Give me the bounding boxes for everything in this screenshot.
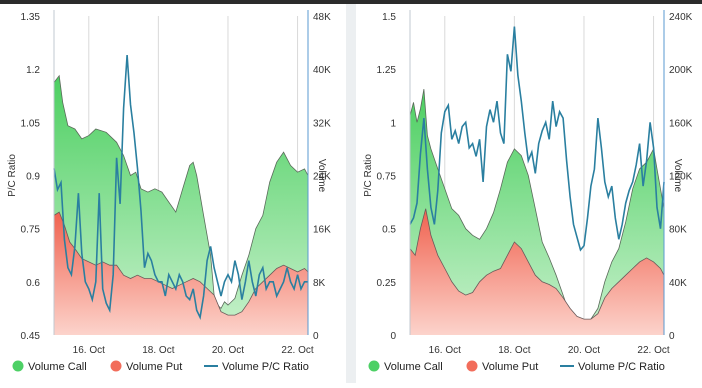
right-y-tick-label: 160K bbox=[669, 118, 693, 129]
line-volume-pc-ratio bbox=[53, 54, 308, 320]
right-y-tick-label: 40K bbox=[669, 278, 687, 289]
x-tick-label: 18. Oct bbox=[498, 345, 530, 356]
x-tick-label: 22. Oct bbox=[281, 345, 313, 356]
legend-label: Volume Call bbox=[28, 361, 87, 373]
legend-marker-call bbox=[368, 360, 380, 372]
left-y-tick-label: 0.75 bbox=[377, 172, 397, 183]
legend-item-volume-put: Volume Put bbox=[466, 360, 538, 373]
area-volume-put bbox=[410, 208, 664, 335]
left-y-tick-label: 0.25 bbox=[377, 278, 397, 289]
right-y-tick-label: 120K bbox=[669, 172, 693, 183]
left-axis-title: P/C Ratio bbox=[363, 154, 374, 197]
left-y-tick-labels: 1.35 1.2 1.05 0.9 0.75 0.6 0.45 bbox=[21, 12, 41, 342]
left-y-tick-labels: 1.5 1.25 1 0.75 0.5 0.25 0 bbox=[377, 12, 397, 342]
right-y-tick-labels: 240K 200K 160K 120K 80K 40K 0 bbox=[669, 12, 693, 342]
line-volume-put bbox=[409, 208, 665, 320]
legend-label: Volume Put bbox=[482, 361, 538, 373]
legend-item-volume-put: Volume Put bbox=[110, 360, 182, 373]
legend-item-volume-call: Volume Call bbox=[368, 360, 443, 373]
left-y-tick-label: 1.35 bbox=[21, 12, 41, 23]
left-chart-panel: 1.35 1.2 1.05 0.9 0.75 0.6 0.45 48K 40K 32K 24K 16K… bbox=[0, 4, 346, 383]
right-y-tick-labels: 48K 40K 32K 24K 16K 8K 0 bbox=[313, 12, 331, 342]
legend-marker-call bbox=[12, 360, 24, 372]
legend-marker-put bbox=[466, 360, 478, 372]
legend: Volume Call Volume Put Volume P/C Ratio bbox=[368, 360, 665, 373]
line-volume-pc-ratio bbox=[409, 26, 665, 252]
right-y-tick-label: 80K bbox=[669, 225, 687, 236]
x-tick-label: 16. Oct bbox=[429, 345, 461, 356]
left-y-tick-label: 0.5 bbox=[382, 225, 396, 236]
legend-label: Volume P/C Ratio bbox=[578, 361, 665, 373]
left-y-tick-label: 1.25 bbox=[377, 65, 397, 76]
panel-divider bbox=[346, 4, 356, 383]
left-axis-title: P/C Ratio bbox=[7, 154, 18, 197]
left-y-tick-label: 0.6 bbox=[26, 278, 40, 289]
area-volume-call bbox=[410, 89, 664, 335]
right-y-tick-label: 8K bbox=[313, 278, 326, 289]
line-volume-put bbox=[53, 211, 309, 316]
left-y-tick-label: 1.5 bbox=[382, 12, 396, 23]
right-y-tick-label: 48K bbox=[313, 12, 331, 23]
top-border bbox=[0, 0, 702, 4]
x-tick-label: 20. Oct bbox=[212, 345, 244, 356]
legend-label: Volume Put bbox=[126, 361, 182, 373]
chart-left: 1.35 1.2 1.05 0.9 0.75 0.6 0.45 48K 40K 32K 24K 16K… bbox=[7, 10, 331, 373]
x-tick-label: 22. Oct bbox=[637, 345, 669, 356]
legend-marker-put bbox=[110, 360, 122, 372]
line-volume-call bbox=[409, 89, 665, 325]
legend-item-volume-pc-ratio: Volume P/C Ratio bbox=[204, 361, 309, 373]
legend-item-volume-call: Volume Call bbox=[12, 360, 87, 373]
right-axis-title: Volume bbox=[316, 159, 327, 193]
left-y-tick-label: 1.2 bbox=[26, 65, 40, 76]
right-y-tick-label: 240K bbox=[669, 12, 693, 23]
line-volume-call bbox=[53, 74, 309, 310]
right-y-tick-label: 40K bbox=[313, 65, 331, 76]
series-group bbox=[53, 54, 309, 336]
series-group bbox=[409, 26, 665, 335]
area-volume-put bbox=[54, 212, 308, 335]
right-chart-panel: 1.5 1.25 1 0.75 0.5 0.25 0 240K 200K 160K 120K 80K 4… bbox=[356, 4, 702, 383]
x-tick-labels: 16. Oct 18. Oct 20. Oct 22. Oct bbox=[429, 345, 670, 356]
left-y-tick-label: 0 bbox=[390, 331, 396, 342]
x-tick-label: 18. Oct bbox=[142, 345, 174, 356]
legend: Volume Call Volume Put Volume P/C Ratio bbox=[12, 360, 309, 373]
right-y-tick-label: 24K bbox=[313, 172, 331, 183]
right-y-tick-label: 0 bbox=[669, 331, 675, 342]
right-y-tick-label: 32K bbox=[313, 118, 331, 129]
right-y-tick-label: 200K bbox=[669, 65, 693, 76]
right-axis-title: Volume bbox=[672, 159, 683, 193]
x-tick-label: 20. Oct bbox=[568, 345, 600, 356]
chart-right: 1.5 1.25 1 0.75 0.5 0.25 0 240K 200K 160K 120K 80K 4… bbox=[363, 10, 693, 373]
left-y-tick-label: 0.75 bbox=[21, 225, 41, 236]
legend-item-volume-pc-ratio: Volume P/C Ratio bbox=[560, 361, 665, 373]
x-tick-label: 16. Oct bbox=[73, 345, 105, 356]
left-y-tick-label: 1 bbox=[390, 118, 396, 129]
legend-label: Volume P/C Ratio bbox=[222, 361, 309, 373]
left-y-tick-label: 0.9 bbox=[26, 172, 40, 183]
x-tick-labels: 16. Oct 18. Oct 20. Oct 22. Oct bbox=[73, 345, 314, 356]
left-y-tick-label: 1.05 bbox=[21, 118, 41, 129]
right-y-tick-label: 16K bbox=[313, 225, 331, 236]
right-y-tick-label: 0 bbox=[313, 331, 319, 342]
legend-label: Volume Call bbox=[384, 361, 443, 373]
left-y-tick-label: 0.45 bbox=[21, 331, 41, 342]
